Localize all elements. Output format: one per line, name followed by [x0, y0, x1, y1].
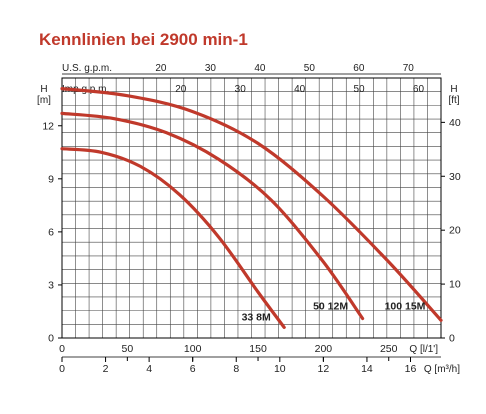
- y-left-tick-label: 3: [48, 279, 54, 291]
- l-min-tick-label: 150: [249, 343, 267, 355]
- series-line-1: [60, 147, 286, 329]
- l-min-tick-label: 200: [315, 343, 333, 355]
- series-label-3: 100 15M: [385, 300, 426, 312]
- imp-gpm-tick-label: 20: [175, 84, 187, 95]
- y-right-unit: [ft]: [448, 95, 459, 106]
- imp-gpm-tick-label: 30: [235, 84, 247, 95]
- series-label-1: 33 8M: [242, 311, 271, 323]
- y-right-tick-label: 0: [449, 333, 455, 345]
- m3h-tick-label: 12: [318, 363, 330, 375]
- y-right-label: H: [450, 84, 457, 95]
- m3h-tick-label: 6: [190, 363, 196, 375]
- y-left-tick-label: 9: [48, 173, 54, 185]
- imp-gpm-tick-label: 50: [354, 84, 366, 95]
- chart-title: Kennlinien bei 2900 min-1: [39, 30, 248, 49]
- series-label-2: 50 12M: [313, 301, 348, 313]
- m3h-label: Q [m³/h]: [424, 364, 460, 375]
- m3h-tick-label: 10: [274, 363, 286, 375]
- us-gpm-tick-label: 30: [205, 63, 217, 74]
- m3h-tick-label: 0: [59, 363, 65, 375]
- y-right-tick-label: 10: [449, 279, 461, 291]
- series-line-2: [60, 111, 365, 321]
- l-min-tick-label: 250: [380, 343, 398, 355]
- us-gpm-tick-label: 70: [403, 63, 415, 74]
- y-left-tick-label: 0: [48, 333, 54, 345]
- y-left-label: H: [40, 84, 47, 95]
- l-min-tick-label: 0: [59, 343, 65, 355]
- us-gpm-tick-label: 60: [353, 63, 365, 74]
- m3h-tick-label: 14: [361, 363, 373, 375]
- y-left-tick-label: 12: [42, 120, 54, 132]
- y-right-tick-label: 30: [449, 171, 461, 183]
- imp-gpm-tick-label: 40: [294, 84, 306, 95]
- y-left-unit: [m]: [37, 95, 51, 106]
- m3h-tick-label: 2: [103, 363, 109, 375]
- m3h-tick-label: 16: [405, 363, 417, 375]
- m3h-tick-label: 4: [146, 363, 152, 375]
- y-right-tick-label: 40: [449, 117, 461, 129]
- m3h-tick-label: 8: [233, 363, 239, 375]
- l-min-label: Q [l/1']: [409, 344, 438, 355]
- l-min-tick-label: 50: [122, 343, 134, 355]
- l-min-tick-label: 100: [184, 343, 202, 355]
- us-gpm-tick-label: 40: [254, 63, 266, 74]
- y-right-tick-label: 20: [449, 225, 461, 237]
- y-left-tick-label: 6: [48, 226, 54, 238]
- plot-frame: [61, 77, 442, 339]
- us-gpm-tick-label: 50: [304, 63, 316, 74]
- us-gpm-tick-label: 20: [155, 63, 167, 74]
- us-gpm-label: U.S. g.p.m.: [62, 63, 112, 74]
- imp-gpm-tick-label: 60: [413, 84, 425, 95]
